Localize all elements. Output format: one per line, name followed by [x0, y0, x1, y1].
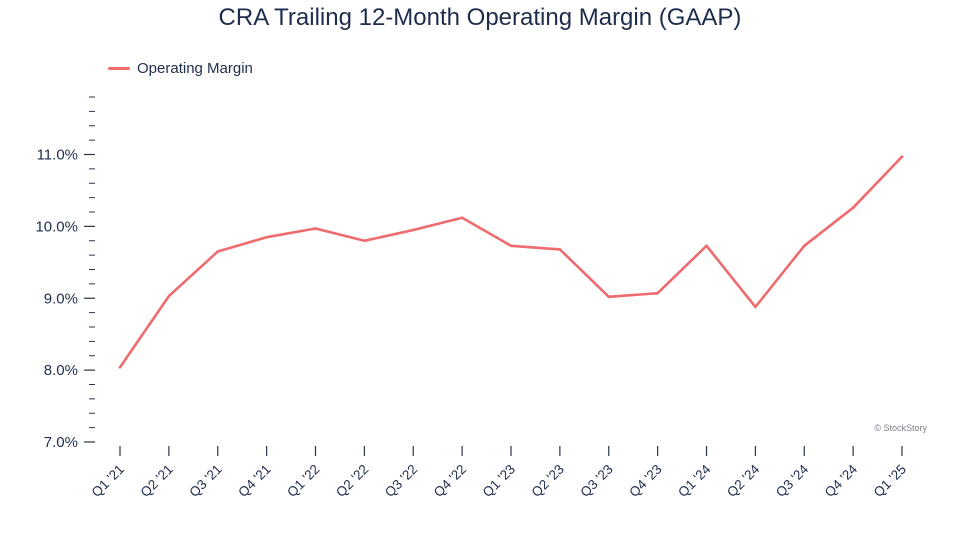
data-point — [363, 239, 366, 243]
x-tick-label: Q3 '23 — [577, 462, 615, 500]
data-point — [705, 244, 708, 248]
data-point — [265, 235, 268, 239]
legend: Operating Margin — [108, 60, 253, 77]
x-tick-label: Q4 '21 — [235, 462, 273, 500]
data-point — [118, 365, 122, 369]
x-tick-label: Q3 '24 — [773, 461, 812, 500]
data-point — [460, 216, 464, 220]
y-tick-label: 8.0% — [44, 362, 78, 379]
data-point — [167, 294, 171, 298]
data-point — [851, 206, 855, 209]
data-point — [900, 155, 904, 158]
x-tick-label: Q1 '24 — [675, 461, 714, 500]
series-layer — [118, 155, 904, 369]
x-tick-label: Q2 '22 — [333, 462, 371, 500]
y-tick-label: 7.0% — [44, 434, 78, 451]
y-tick-label: 10.0% — [35, 218, 78, 235]
data-point — [216, 250, 220, 253]
legend-swatch — [108, 67, 130, 70]
legend-label: Operating Margin — [137, 60, 253, 77]
x-tick-label: Q1 '22 — [284, 462, 322, 500]
x-tick-label: Q2 '21 — [138, 462, 176, 500]
chart-title: CRA Trailing 12-Month Operating Margin (… — [218, 4, 742, 31]
data-point — [607, 295, 611, 299]
series-line — [118, 155, 904, 369]
data-point — [411, 228, 415, 232]
data-point — [754, 305, 757, 309]
x-tick-label: Q1 '25 — [871, 462, 909, 500]
y-tick-label: 11.0% — [37, 147, 78, 164]
x-tick-label: Q4 '24 — [822, 461, 861, 500]
x-tick-label: Q4 '22 — [431, 462, 469, 500]
x-tick-label: Q3 '21 — [186, 462, 224, 500]
x-tick-label: Q1 '23 — [480, 462, 518, 500]
y-tick-label: 9.0% — [44, 290, 78, 307]
data-point — [509, 244, 513, 248]
x-tick-label: Q4 '23 — [626, 462, 664, 500]
watermark: © StockStory — [874, 423, 927, 433]
data-point — [314, 227, 317, 230]
x-tick-label: Q1 '21 — [89, 462, 127, 500]
x-tick-label: Q3 '22 — [382, 462, 420, 500]
data-point — [656, 291, 659, 295]
x-tick-label: Q2 '24 — [724, 461, 763, 500]
data-point — [558, 248, 562, 251]
x-tick-label: Q2 '23 — [529, 462, 567, 500]
data-point — [802, 244, 806, 248]
